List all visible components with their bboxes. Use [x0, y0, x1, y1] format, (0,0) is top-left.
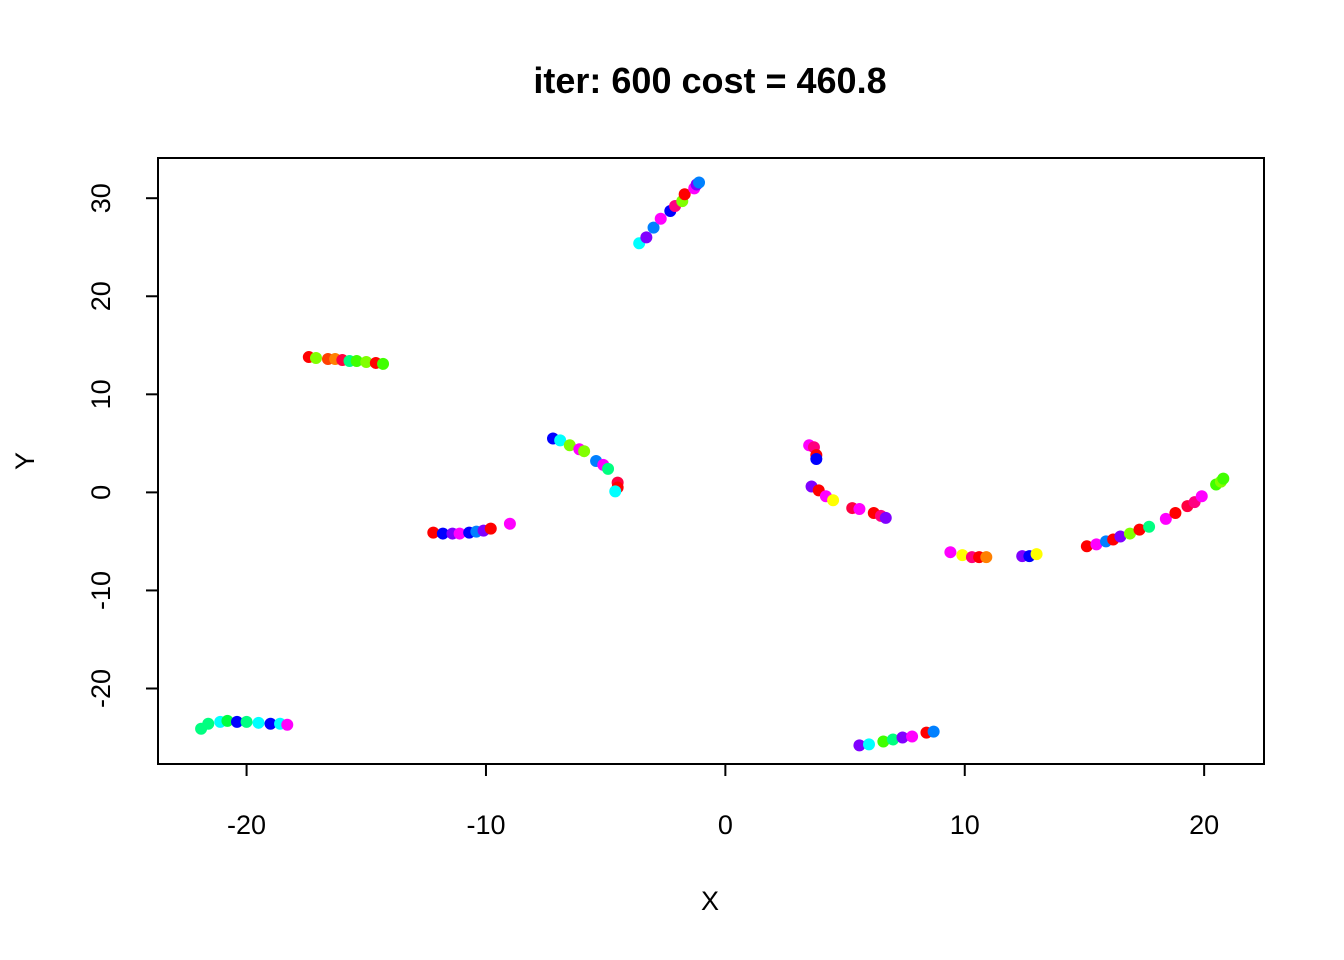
- data-point: [927, 725, 940, 738]
- data-point: [906, 730, 919, 743]
- data-point: [554, 434, 567, 447]
- data-point: [1080, 540, 1093, 553]
- data-point: [1169, 506, 1182, 519]
- y-axis-label: Y: [10, 452, 40, 470]
- data-point: [853, 503, 866, 516]
- data-point: [602, 462, 615, 475]
- x-tick-label: 0: [718, 810, 733, 840]
- data-point: [1114, 530, 1127, 543]
- data-points: [195, 176, 1230, 752]
- data-point: [221, 714, 234, 727]
- data-point: [503, 517, 516, 530]
- data-point: [896, 731, 909, 744]
- data-point: [563, 439, 576, 452]
- data-point: [1159, 512, 1172, 525]
- data-point: [252, 716, 265, 729]
- data-point: [578, 445, 591, 458]
- data-point: [240, 715, 253, 728]
- data-point: [484, 522, 497, 535]
- data-point: [853, 739, 866, 752]
- y-tick-label: 10: [86, 379, 116, 409]
- data-point: [231, 715, 243, 728]
- y-tick-label: -10: [86, 571, 116, 610]
- data-point: [310, 352, 322, 365]
- data-point: [1133, 523, 1146, 536]
- data-point: [827, 494, 840, 507]
- data-point: [609, 485, 622, 498]
- x-tick-label: 10: [950, 810, 980, 840]
- data-point: [360, 355, 373, 368]
- x-axis: -20 -10 0 10 20: [227, 763, 1219, 840]
- data-point: [1143, 520, 1156, 533]
- data-point: [281, 718, 294, 731]
- x-axis-label: X: [701, 886, 719, 916]
- data-point: [453, 527, 466, 540]
- y-tick-label: -20: [86, 669, 116, 708]
- y-tick-label: 30: [86, 183, 116, 213]
- data-point: [654, 212, 667, 225]
- data-point: [377, 357, 390, 370]
- data-point: [956, 549, 969, 562]
- data-point: [436, 527, 449, 540]
- y-tick-label: 20: [86, 281, 116, 311]
- data-point: [879, 511, 892, 524]
- data-point: [693, 176, 706, 189]
- data-point: [647, 221, 660, 234]
- data-point: [1195, 490, 1208, 503]
- data-point: [886, 733, 899, 746]
- data-point: [427, 526, 440, 539]
- data-point: [264, 717, 277, 730]
- data-point: [350, 354, 363, 367]
- data-point: [980, 551, 993, 564]
- x-tick-label: -20: [227, 810, 266, 840]
- data-point: [202, 717, 215, 730]
- y-axis: -20 -10 0 10 20 30: [86, 183, 159, 708]
- data-point: [944, 546, 957, 559]
- data-point: [1030, 548, 1043, 561]
- plot-frame: [157, 157, 1265, 765]
- data-point: [863, 738, 875, 751]
- data-point: [640, 231, 653, 244]
- data-point: [810, 453, 823, 466]
- data-point: [1090, 538, 1103, 551]
- y-tick-label: 0: [86, 485, 116, 500]
- data-point: [678, 188, 691, 201]
- x-tick-label: 20: [1189, 810, 1219, 840]
- x-tick-label: -10: [466, 810, 505, 840]
- data-point: [1123, 527, 1136, 540]
- chart-title: iter: 600 cost = 460.8: [533, 60, 886, 101]
- data-point: [1217, 472, 1230, 485]
- data-point: [877, 735, 890, 748]
